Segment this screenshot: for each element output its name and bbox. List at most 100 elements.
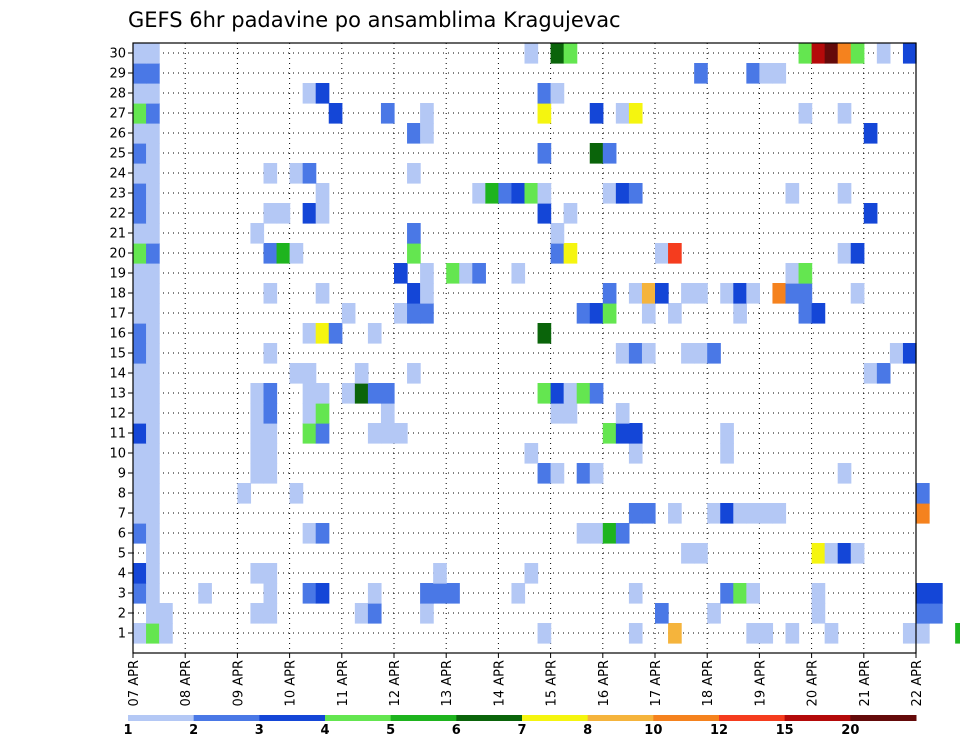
heatmap-cell	[628, 583, 643, 604]
heatmap-cell	[263, 463, 278, 484]
y-tick-label: 15	[109, 347, 126, 362]
heatmap-cell	[824, 623, 839, 644]
legend-swatch	[128, 715, 195, 721]
y-tick-label: 25	[109, 147, 126, 162]
heatmap-cell	[394, 423, 408, 444]
heatmap-cell	[250, 423, 265, 444]
y-tick-label: 1	[118, 627, 126, 642]
heatmap-cell	[315, 323, 330, 344]
heatmap-cell	[589, 303, 604, 324]
heatmap-cell	[394, 303, 408, 324]
heatmap-cell	[407, 163, 421, 184]
heatmap-cell	[694, 283, 708, 304]
heatmap-cell	[133, 463, 147, 484]
heatmap-cell	[720, 283, 734, 304]
heatmap-cell	[315, 203, 330, 224]
heatmap-cell	[472, 183, 486, 204]
heatmap-cell	[707, 603, 721, 624]
heatmap-cell	[146, 563, 160, 584]
heatmap-cell	[146, 203, 160, 224]
heatmap-cell	[133, 583, 147, 604]
heatmap-cell	[237, 483, 252, 504]
y-tick-label: 11	[109, 427, 126, 442]
heatmap-cell	[811, 303, 826, 324]
legend-label: 5	[386, 723, 395, 738]
heatmap-cell	[420, 103, 434, 124]
heatmap-cell	[315, 423, 330, 444]
heatmap-cell	[146, 143, 160, 164]
heatmap-cell	[655, 283, 669, 304]
heatmap-cell	[837, 243, 852, 264]
heatmap-cell	[250, 383, 265, 404]
heatmap-cell	[655, 243, 669, 264]
legend-swatch	[719, 715, 786, 721]
heatmap-cell	[394, 263, 408, 284]
heatmap-cell	[146, 43, 160, 64]
heatmap-cell	[289, 243, 304, 264]
heatmap-cell	[759, 63, 774, 84]
heatmap-cell	[146, 463, 160, 484]
heatmap-cell	[785, 283, 800, 304]
heatmap-cell	[824, 543, 839, 564]
heatmap-cells	[133, 43, 960, 644]
heatmap-cell	[250, 403, 265, 424]
heatmap-cell	[146, 483, 160, 504]
heatmap-cell	[850, 43, 865, 64]
heatmap-cell	[133, 403, 147, 424]
heatmap-cell	[146, 343, 160, 364]
y-tick-label: 22	[109, 207, 126, 222]
heatmap-cell	[146, 123, 160, 144]
heatmap-cell	[380, 423, 395, 444]
legend-label: 3	[255, 723, 264, 738]
x-tick-label: 14 APR	[492, 660, 507, 706]
legend-swatch	[390, 715, 457, 721]
heatmap-cell	[420, 283, 434, 304]
legend-swatch	[522, 715, 589, 721]
legend-swatch	[784, 715, 851, 721]
x-tick-label: 09 APR	[231, 660, 246, 706]
heatmap-cell	[133, 563, 147, 584]
heatmap-cell	[146, 363, 160, 384]
heatmap-cell	[133, 483, 147, 504]
heatmap-cell	[146, 103, 160, 124]
heatmap-cell	[198, 583, 212, 604]
heatmap-cell	[433, 563, 447, 584]
heatmap-cell	[628, 343, 643, 364]
heatmap-cell	[837, 43, 852, 64]
x-axis-ticks: 07 APR 08 APR 09 APR 10 APR 11 APR 12 APR 13 A…	[127, 653, 925, 706]
heatmap-cell	[720, 583, 734, 604]
heatmap-cell	[641, 343, 656, 364]
heatmap-cell	[537, 83, 552, 104]
y-tick-label: 9	[118, 467, 126, 482]
heatmap-cell	[498, 183, 513, 204]
chart-title: GEFS 6hr padavine po ansamblima Kragujev…	[128, 8, 621, 32]
legend-swatch	[456, 715, 523, 721]
heatmap-cell	[302, 83, 317, 104]
heatmap-cell	[263, 403, 278, 424]
heatmap-cell	[694, 343, 708, 364]
heatmap-cell	[133, 323, 147, 344]
heatmap-cell	[837, 463, 852, 484]
heatmap-cell	[537, 183, 552, 204]
legend-swatch	[587, 715, 654, 721]
heatmap-cell	[733, 303, 747, 324]
heatmap-cell	[811, 583, 826, 604]
heatmap-cell	[628, 103, 643, 124]
heatmap-cell	[146, 603, 160, 624]
heatmap-cell	[328, 103, 343, 124]
y-tick-label: 24	[109, 167, 126, 182]
heatmap-cell	[146, 403, 160, 424]
heatmap-cell	[367, 323, 382, 344]
heatmap-cell	[628, 503, 643, 524]
heatmap-cell	[785, 623, 800, 644]
heatmap-cell	[537, 463, 552, 484]
heatmap-cell	[850, 543, 865, 564]
heatmap-cell	[146, 383, 160, 404]
y-tick-label: 28	[109, 87, 126, 102]
heatmap-cell	[263, 243, 278, 264]
heatmap-cell	[837, 183, 852, 204]
heatmap-cell	[628, 183, 643, 204]
heatmap-cell	[916, 623, 930, 644]
legend-label: 2	[189, 723, 198, 738]
heatmap-cell	[315, 183, 330, 204]
